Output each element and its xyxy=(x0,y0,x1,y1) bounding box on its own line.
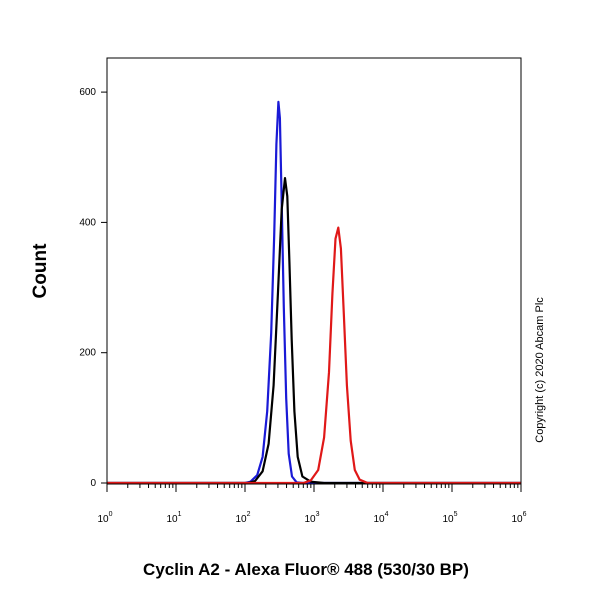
x-tick-label: 104 xyxy=(373,511,388,525)
x-tick-label: 101 xyxy=(166,511,181,525)
x-axis-title: Cyclin A2 - Alexa Fluor® 488 (530/30 BP) xyxy=(143,560,469,579)
y-tick-label: 400 xyxy=(79,217,96,228)
x-tick-label: 103 xyxy=(304,511,319,525)
x-tick-label: 105 xyxy=(442,511,457,525)
copyright-annotation: Copyright (c) 2020 Abcam Plc xyxy=(534,297,546,443)
x-tick-label: 102 xyxy=(235,511,250,525)
y-tick-label: 600 xyxy=(79,87,96,98)
x-tick-label: 106 xyxy=(511,511,526,525)
y-tick-label: 200 xyxy=(79,348,96,359)
y-tick-label: 0 xyxy=(90,478,96,489)
x-tick-label: 100 xyxy=(97,511,112,525)
series-line-1 xyxy=(107,100,521,485)
y-axis-ticks: 0 200 400 600 xyxy=(79,87,107,489)
plot-frame xyxy=(106,57,522,485)
series-line-2 xyxy=(107,177,521,485)
series-line-3 xyxy=(107,226,521,485)
series-layer xyxy=(107,100,521,485)
x-axis-ticks: 100 101 102 103 104 105 106 xyxy=(97,484,527,525)
y-axis-title: Count xyxy=(30,243,51,299)
